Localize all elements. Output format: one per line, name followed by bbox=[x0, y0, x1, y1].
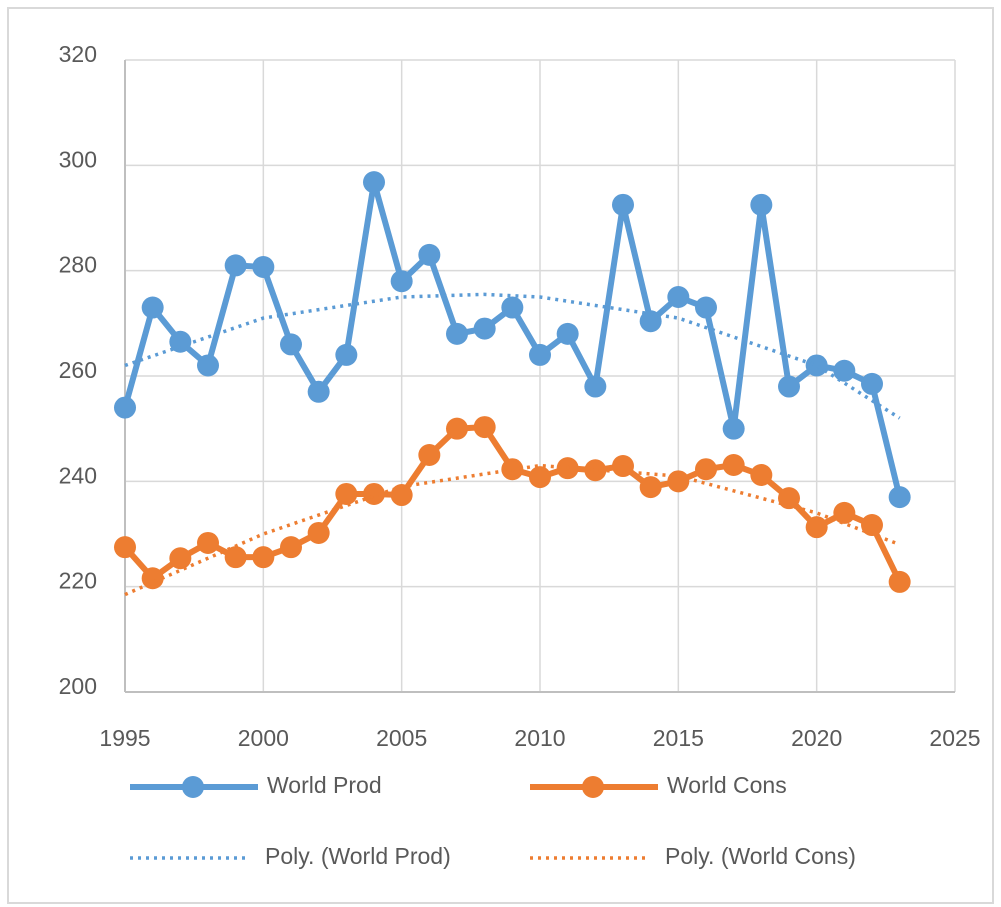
point bbox=[667, 286, 690, 308]
y-tick-label: 320 bbox=[59, 41, 97, 67]
y-tick-label: 240 bbox=[59, 462, 97, 488]
point bbox=[722, 454, 745, 477]
point bbox=[695, 458, 717, 481]
point bbox=[224, 254, 247, 277]
y-tick-label: 220 bbox=[59, 568, 97, 594]
point bbox=[280, 333, 302, 356]
point bbox=[114, 536, 136, 559]
y-tick-label: 280 bbox=[59, 252, 97, 278]
point bbox=[750, 464, 773, 487]
point bbox=[556, 322, 579, 345]
point bbox=[197, 354, 219, 377]
point bbox=[418, 243, 441, 266]
point bbox=[667, 470, 690, 493]
point bbox=[750, 193, 773, 216]
x-tick-label: 2025 bbox=[929, 725, 980, 751]
point bbox=[778, 375, 800, 398]
point bbox=[805, 516, 828, 539]
point bbox=[639, 476, 662, 499]
point bbox=[335, 482, 358, 505]
point bbox=[861, 514, 883, 537]
point bbox=[280, 536, 302, 559]
point bbox=[529, 343, 551, 366]
point bbox=[473, 317, 496, 340]
point bbox=[252, 546, 275, 569]
point bbox=[722, 417, 745, 440]
x-tick-label: 2000 bbox=[238, 725, 289, 751]
x-tick-label: 2015 bbox=[653, 725, 704, 751]
y-tick-label: 300 bbox=[59, 146, 97, 172]
point bbox=[888, 486, 911, 509]
point bbox=[861, 372, 883, 395]
point bbox=[169, 330, 192, 353]
point bbox=[529, 466, 551, 489]
x-tick-label: 2005 bbox=[376, 725, 427, 751]
point bbox=[141, 567, 164, 590]
legend-label: World Cons bbox=[667, 772, 787, 798]
point bbox=[473, 416, 496, 439]
legend-label: Poly. (World Cons) bbox=[665, 843, 856, 869]
point bbox=[114, 396, 136, 419]
point bbox=[363, 171, 385, 194]
point bbox=[390, 270, 413, 293]
point bbox=[363, 482, 385, 505]
point bbox=[446, 417, 468, 440]
point bbox=[197, 531, 219, 554]
point bbox=[335, 343, 358, 366]
point bbox=[695, 296, 717, 319]
point bbox=[446, 322, 468, 345]
point bbox=[833, 359, 856, 382]
point bbox=[805, 354, 828, 377]
point bbox=[307, 521, 330, 544]
point bbox=[612, 193, 634, 216]
point bbox=[169, 547, 192, 570]
point bbox=[778, 487, 800, 510]
point bbox=[888, 570, 911, 593]
point bbox=[833, 501, 856, 524]
x-tick-label: 2010 bbox=[514, 725, 565, 751]
point bbox=[307, 380, 330, 403]
x-tick-label: 1995 bbox=[99, 725, 150, 751]
point bbox=[141, 296, 164, 319]
y-tick-label: 200 bbox=[59, 673, 97, 699]
point bbox=[418, 444, 441, 466]
point bbox=[584, 375, 607, 398]
point bbox=[501, 296, 524, 319]
legend-marker bbox=[182, 776, 204, 798]
point bbox=[639, 310, 662, 333]
legend-marker bbox=[582, 776, 604, 798]
x-tick-label: 2020 bbox=[791, 725, 842, 751]
y-tick-label: 260 bbox=[59, 357, 97, 383]
legend-label: Poly. (World Prod) bbox=[265, 843, 451, 869]
point bbox=[224, 546, 247, 569]
legend-label: World Prod bbox=[267, 772, 382, 798]
point bbox=[252, 255, 275, 278]
trend-line bbox=[124, 292, 901, 420]
point bbox=[390, 484, 413, 507]
point bbox=[584, 459, 607, 482]
